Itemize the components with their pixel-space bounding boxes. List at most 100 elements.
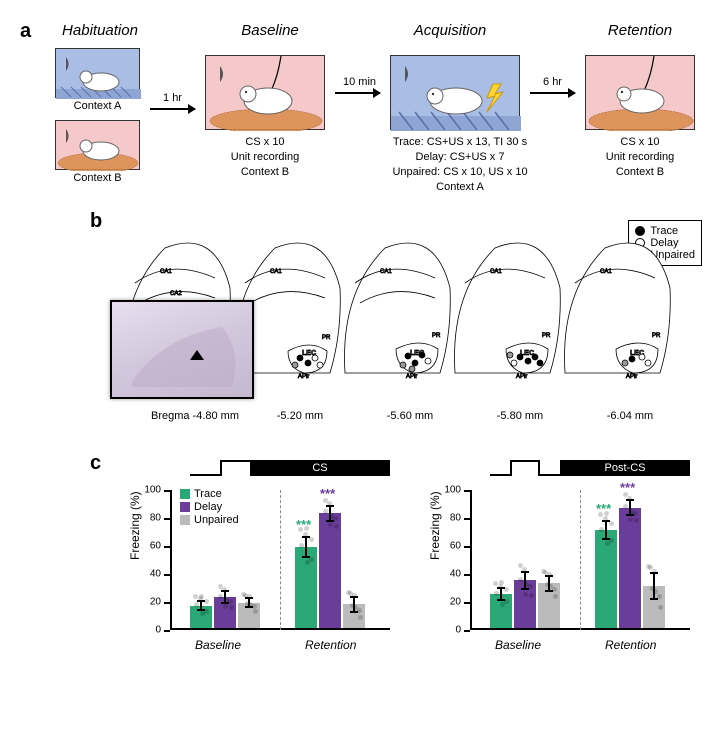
bregma-2: -5.60 mm <box>370 410 450 422</box>
scatter-dot <box>627 496 632 501</box>
xlabel-baseline-cs: Baseline <box>195 638 241 652</box>
scatter-dot <box>303 532 308 537</box>
ytick <box>464 630 470 632</box>
legend-unpaired-c: Unpaired <box>194 514 239 526</box>
histology-icon <box>112 302 252 397</box>
step-line-pre2 <box>490 474 510 476</box>
bregma-4: -6.04 mm <box>590 410 670 422</box>
rat-icon <box>56 49 141 99</box>
svg-text:CA1: CA1 <box>490 269 502 275</box>
arrow-3 <box>530 92 575 94</box>
scatter-dot <box>500 602 505 607</box>
bar-retention-delay <box>319 513 341 628</box>
arrow-1 <box>150 108 195 110</box>
panel-c-label: c <box>90 452 101 475</box>
bar-retention-delay <box>619 508 641 628</box>
ytick <box>464 602 470 604</box>
retention-caption: CS x 10 Unit recording Context B <box>585 135 695 180</box>
group-divider2 <box>580 490 581 630</box>
xlabel-retention-postcs: Retention <box>605 638 656 652</box>
habituation-context-a-box <box>55 48 140 98</box>
figure: a Habituation Baseline Acquisition Reten… <box>20 20 702 720</box>
step-cs-pulse <box>220 460 250 476</box>
scatter-dot <box>504 587 509 592</box>
acquisition-box <box>390 55 520 130</box>
scatter-dot <box>634 518 639 523</box>
svg-text:PR: PR <box>652 333 661 339</box>
trace-swatch-icon <box>180 489 190 499</box>
scatter-dot <box>541 569 546 574</box>
rat-bedding-icon <box>56 121 141 171</box>
retention-box <box>585 55 695 130</box>
scatter-dot <box>218 594 223 599</box>
sig-stars: *** <box>296 517 311 532</box>
yticklabel: 60 <box>150 541 164 552</box>
scatter-dot <box>609 521 614 526</box>
bar-baseline-trace <box>190 606 212 628</box>
phase-baseline: Baseline <box>220 22 320 39</box>
baseline-box <box>205 55 325 130</box>
yticklabel: 80 <box>450 513 464 524</box>
ytick <box>464 518 470 520</box>
yticklabel: 40 <box>150 569 164 580</box>
panel-b-label: b <box>90 210 102 233</box>
yticklabel: 80 <box>150 513 164 524</box>
scatter-dot <box>623 504 628 509</box>
scatter-dot <box>253 609 258 614</box>
ylabel-cs: Freezing (%) <box>128 491 142 560</box>
rat-tether-icon <box>586 56 696 131</box>
unpaired-swatch-icon <box>180 515 190 525</box>
sig-stars: *** <box>320 486 335 501</box>
scatter-dot <box>628 517 633 522</box>
histology-inset <box>110 300 254 399</box>
yticklabel: 100 <box>444 485 464 496</box>
scatter-dot <box>553 594 558 599</box>
svg-text:APir: APir <box>626 374 637 380</box>
svg-text:PR: PR <box>542 333 551 339</box>
svg-text:PR: PR <box>432 333 441 339</box>
scatter-dot <box>529 593 534 598</box>
y-axis2 <box>470 490 472 630</box>
y-axis <box>170 490 172 630</box>
bregma-3: -5.80 mm <box>480 410 560 422</box>
arrow-2-label: 10 min <box>332 76 387 88</box>
scatter-dot <box>498 584 503 589</box>
baseline-caption: CS x 10 Unit recording Context B <box>205 135 325 180</box>
yticklabel: 0 <box>155 625 164 636</box>
sig-stars: *** <box>620 480 635 495</box>
svg-text:CA2: CA2 <box>170 291 182 297</box>
svg-text:APir: APir <box>516 374 527 380</box>
svg-text:APir: APir <box>298 374 309 380</box>
yticklabel: 20 <box>150 597 164 608</box>
scatter-dot <box>200 611 205 616</box>
phase-acquisition: Acquisition <box>390 22 510 39</box>
svg-text:CA1: CA1 <box>380 269 392 275</box>
ytick <box>164 490 170 492</box>
legend-delay-c: Delay <box>194 501 222 513</box>
scatter-dot <box>309 537 314 542</box>
bar-baseline-delay <box>514 580 536 628</box>
arrow-1-label: 1 hr <box>150 92 195 104</box>
ytick <box>164 518 170 520</box>
panel-a-label: a <box>20 20 31 43</box>
ytick <box>164 546 170 548</box>
ytick <box>164 630 170 632</box>
ytick <box>164 602 170 604</box>
chart-cs: CS Freezing (%) Trace Delay Unpaired Bas… <box>120 460 400 660</box>
svg-text:CA1: CA1 <box>160 269 172 275</box>
step-postcs-pulse <box>510 460 540 476</box>
group-divider <box>280 490 281 630</box>
yticklabel: 40 <box>450 569 464 580</box>
chart-postcs-title: Post-CS <box>560 460 690 476</box>
context-b-label: Context B <box>55 172 140 184</box>
phase-retention: Retention <box>590 22 690 39</box>
context-a-label: Context A <box>55 100 140 112</box>
xlabel-baseline-postcs: Baseline <box>495 638 541 652</box>
ytick <box>464 574 470 576</box>
svg-text:CA1: CA1 <box>270 269 282 275</box>
step-line-post2 <box>540 474 560 476</box>
scatter-dot <box>204 599 209 604</box>
bregma-0: Bregma -4.80 mm <box>140 410 250 422</box>
chart-postcs: Post-CS Freezing (%) Baseline Retention … <box>420 460 700 660</box>
scatter-dot <box>358 615 363 620</box>
